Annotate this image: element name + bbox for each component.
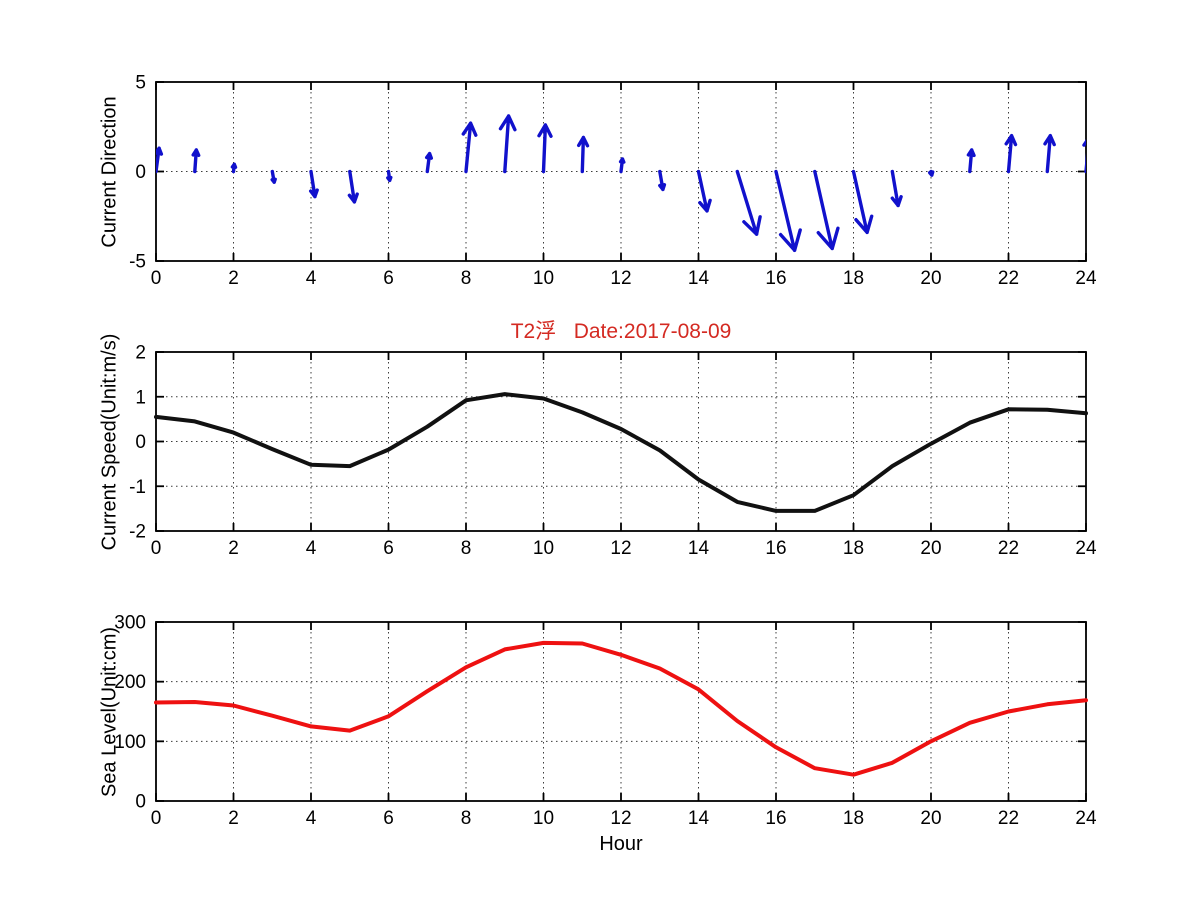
quiver-arrow xyxy=(851,169,874,235)
quiver-arrow xyxy=(1082,139,1086,174)
y-tick-label: 0 xyxy=(135,792,146,813)
x-tick-label: 2 xyxy=(228,538,239,559)
x-tick-label: 6 xyxy=(383,268,394,289)
x-tick-label: 4 xyxy=(306,808,317,829)
x-tick-label: 8 xyxy=(461,808,472,829)
y-tick-label: -2 xyxy=(129,522,146,543)
x-tick-label: 22 xyxy=(998,538,1019,559)
quiver-arrow xyxy=(890,169,903,208)
x-tick-label: 6 xyxy=(383,808,394,829)
y-tick-label: 0 xyxy=(135,162,146,183)
x-tick-label: 0 xyxy=(151,268,162,289)
quiver-arrow xyxy=(230,162,238,174)
ylabel-current-direction: Current Direction xyxy=(98,96,121,248)
x-tick-label: 14 xyxy=(688,268,710,289)
x-tick-label: 8 xyxy=(461,538,472,559)
quiver-arrow xyxy=(270,169,277,184)
x-tick-label: 8 xyxy=(461,268,472,289)
x-tick-label: 4 xyxy=(306,538,317,559)
x-tick-label: 18 xyxy=(843,538,864,559)
quiver-arrow xyxy=(309,169,319,199)
quiver-group xyxy=(156,114,1086,252)
chart-title: T2浮 Date:2017-08-09 xyxy=(510,320,732,343)
x-tick-label: 0 xyxy=(151,808,162,829)
x-tick-label: 24 xyxy=(1075,268,1097,289)
ylabel-sea-level: Sea Level(Unit:cm) xyxy=(98,626,121,798)
x-tick-label: 10 xyxy=(533,268,554,289)
x-tick-label: 10 xyxy=(533,808,554,829)
quiver-arrow xyxy=(735,169,762,236)
y-tick-label: 1 xyxy=(135,387,146,408)
x-tick-label: 16 xyxy=(765,538,786,559)
quiver-arrow xyxy=(425,151,433,174)
quiver-arrow xyxy=(928,169,935,177)
quiver-arrow xyxy=(386,169,393,183)
y-tick-label: 2 xyxy=(135,343,146,364)
x-tick-label: 18 xyxy=(843,268,864,289)
x-tick-label: 20 xyxy=(920,808,941,829)
x-tick-label: 12 xyxy=(610,808,631,829)
x-tick-label: 14 xyxy=(688,808,710,829)
x-tick-label: 22 xyxy=(998,808,1019,829)
quiver-arrow xyxy=(347,169,359,204)
x-tick-label: 20 xyxy=(920,538,941,559)
y-tick-label: 0 xyxy=(135,432,146,453)
quiver-arrow xyxy=(813,169,840,251)
x-tick-label: 4 xyxy=(306,268,317,289)
quiver-arrow xyxy=(156,146,164,174)
quiver-arrow xyxy=(658,169,667,192)
y-tick-label: 100 xyxy=(114,732,146,753)
current-speed-curve xyxy=(154,392,1088,513)
ylabel-current-speed: Current Speed(Unit:m/s) xyxy=(98,333,121,551)
y-tick-label: 5 xyxy=(135,73,146,94)
quiver-arrow xyxy=(1043,134,1056,174)
quiver-arrow xyxy=(191,148,201,174)
x-tick-label: 10 xyxy=(533,538,554,559)
x-tick-label: 2 xyxy=(228,808,239,829)
x-tick-label: 22 xyxy=(998,268,1019,289)
x-tick-label: 24 xyxy=(1075,808,1097,829)
x-tick-label: 12 xyxy=(610,268,631,289)
x-tick-label: 16 xyxy=(765,268,786,289)
x-tick-label: 12 xyxy=(610,538,631,559)
x-tick-label: 6 xyxy=(383,538,394,559)
quiver-arrow xyxy=(461,121,478,174)
quiver-arrow xyxy=(577,135,590,174)
xlabel-hour: Hour xyxy=(599,833,643,855)
quiver-arrow xyxy=(966,148,976,174)
quiver-arrow xyxy=(774,169,802,252)
y-tick-label: 300 xyxy=(114,613,146,634)
quiver-arrow xyxy=(537,123,553,174)
y-tick-label: -5 xyxy=(129,252,146,273)
quiver-arrow xyxy=(618,157,626,174)
x-tick-label: 14 xyxy=(688,538,710,559)
quiver-arrow xyxy=(498,114,517,174)
quiver-arrow xyxy=(696,169,712,213)
x-tick-label: 24 xyxy=(1075,538,1097,559)
x-tick-label: 16 xyxy=(765,808,786,829)
axes-frame xyxy=(155,621,1087,802)
y-tick-label: -1 xyxy=(129,477,146,498)
x-tick-label: 18 xyxy=(843,808,864,829)
x-tick-label: 2 xyxy=(228,268,239,289)
x-tick-label: 20 xyxy=(920,268,941,289)
sea-level-curve xyxy=(154,640,1088,777)
y-tick-label: 200 xyxy=(114,672,146,693)
x-tick-label: 0 xyxy=(151,538,162,559)
quiver-arrow xyxy=(1004,134,1018,174)
